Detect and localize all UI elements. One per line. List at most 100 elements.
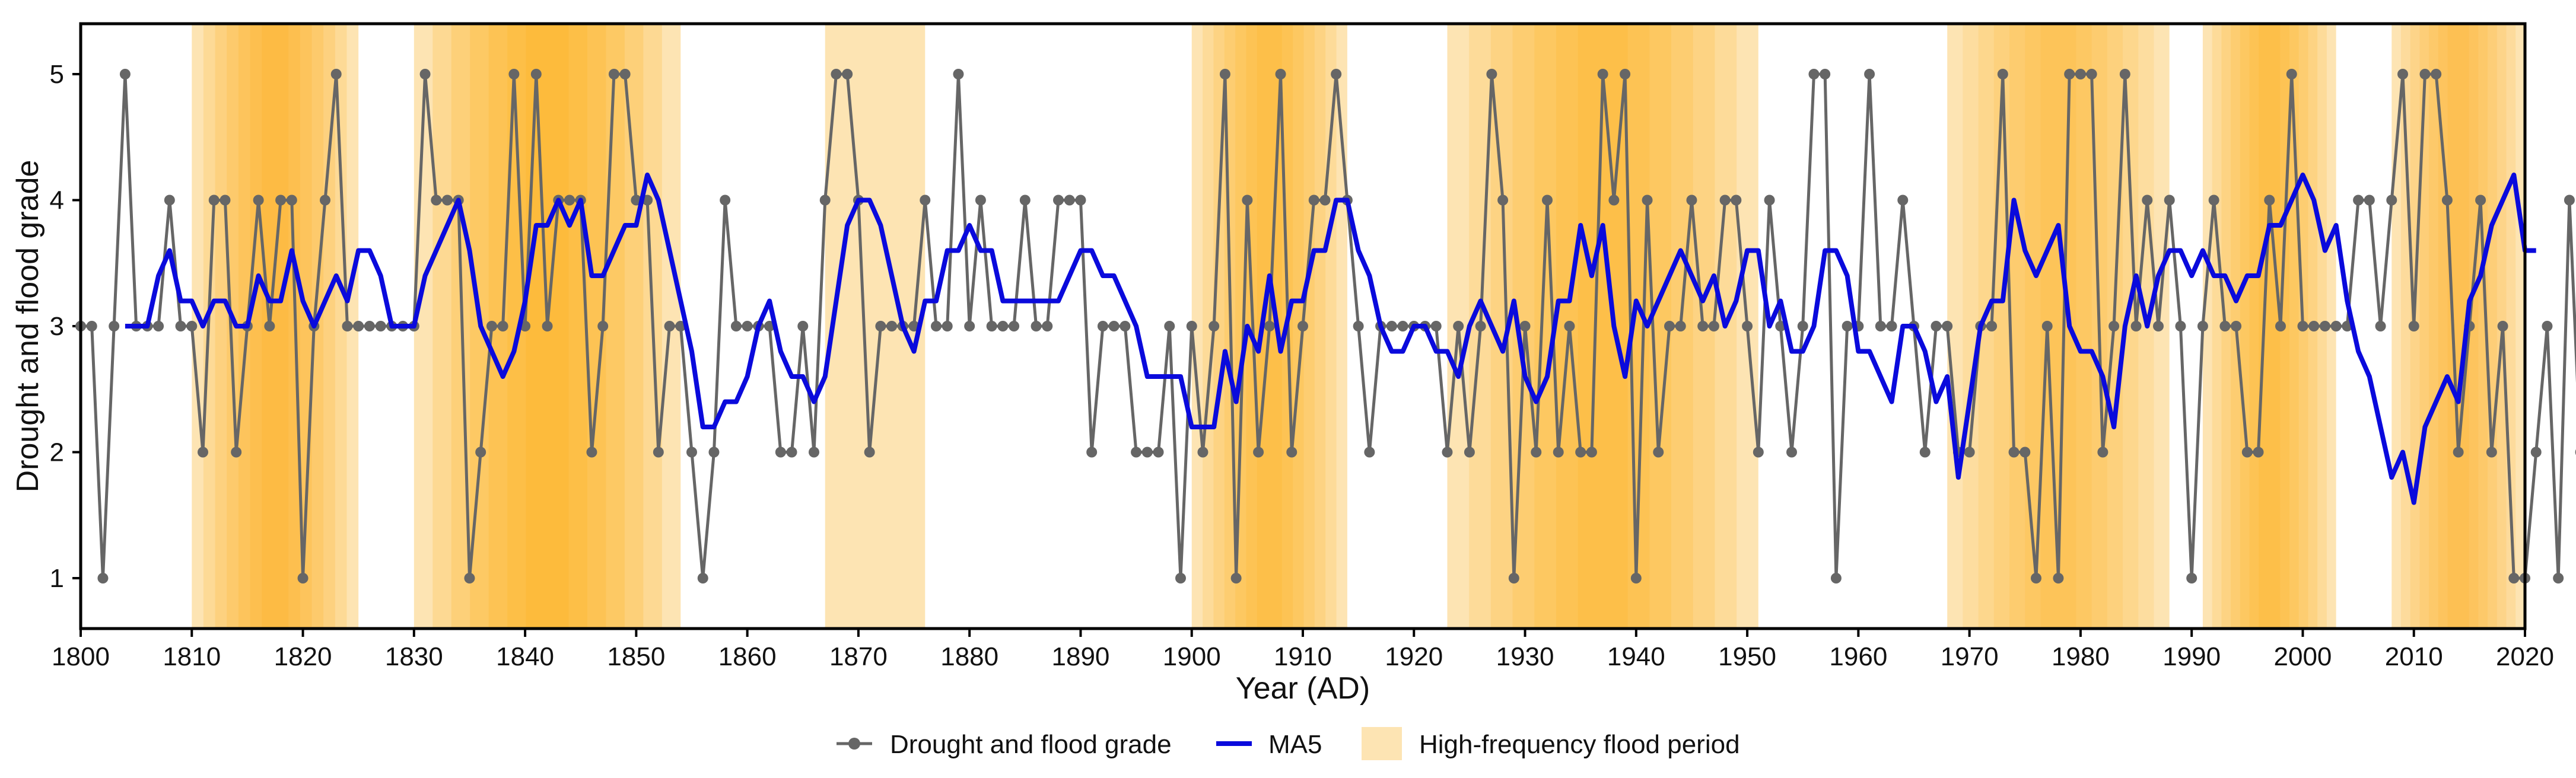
grade-point-2017 — [2486, 447, 2497, 458]
grade-point-1867 — [819, 194, 831, 206]
grade-point-1909 — [1286, 447, 1297, 458]
grade-point-1877 — [931, 321, 942, 331]
grade-point-2014 — [2453, 447, 2464, 458]
grade-point-1948 — [1719, 194, 1731, 206]
grade-point-1803 — [109, 321, 120, 331]
grade-point-1807 — [153, 321, 164, 331]
x-tick-label-1960: 1960 — [1829, 642, 1887, 671]
grade-point-1822 — [320, 194, 330, 206]
grade-point-1846 — [586, 447, 597, 458]
grade-point-1837 — [486, 321, 497, 331]
grade-point-1979 — [2064, 69, 2075, 79]
grade-point-1838 — [497, 321, 508, 331]
grade-point-1943 — [1664, 321, 1675, 331]
grade-point-1868 — [831, 69, 842, 79]
grade-point-1982 — [2097, 447, 2108, 458]
legend-grade-label: Drought and flood grade — [890, 730, 1172, 759]
x-tick-label-2020: 2020 — [2496, 642, 2554, 671]
grade-point-2012 — [2431, 69, 2442, 79]
grade-point-1902 — [1209, 321, 1220, 331]
grade-point-1916 — [1364, 447, 1375, 458]
legend-grade-marker — [848, 738, 860, 750]
grade-point-1911 — [1308, 194, 1319, 206]
x-tick-label-1840: 1840 — [496, 642, 554, 671]
grade-point-1891 — [1086, 447, 1098, 458]
grade-point-1931 — [1531, 447, 1542, 458]
grade-point-1942 — [1653, 447, 1664, 458]
grade-point-1833 — [442, 194, 453, 206]
grade-point-1887 — [1042, 321, 1053, 331]
grade-point-1900 — [1186, 321, 1197, 331]
grade-point-1934 — [1564, 321, 1575, 331]
grade-point-1955 — [1797, 321, 1808, 331]
grade-point-1928 — [1497, 194, 1509, 206]
grade-point-1951 — [1753, 447, 1764, 458]
grade-point-1954 — [1786, 447, 1797, 458]
x-tick-label-1820: 1820 — [274, 642, 332, 671]
grade-point-1823 — [330, 69, 342, 79]
x-axis-title: Year (AD) — [1236, 671, 1370, 706]
grade-point-1944 — [1675, 321, 1686, 331]
grade-point-2023 — [2553, 573, 2564, 584]
grade-point-1908 — [1275, 69, 1286, 79]
x-tick-label-1990: 1990 — [2162, 642, 2221, 671]
y-tick-label-1: 1 — [50, 564, 64, 593]
grade-point-2000 — [2297, 321, 2308, 331]
ma5-line — [125, 173, 2536, 505]
flood-band-7-layer-1 — [2401, 24, 2516, 629]
grade-point-1857 — [708, 447, 720, 458]
grade-point-1952 — [1764, 194, 1775, 206]
grade-point-1898 — [1164, 321, 1175, 331]
grade-point-1910 — [1297, 321, 1308, 331]
grade-point-1836 — [475, 447, 486, 458]
grade-point-1894 — [1120, 321, 1131, 331]
grade-point-1903 — [1219, 69, 1230, 79]
grade-point-1915 — [1353, 321, 1364, 331]
grade-point-1880 — [964, 321, 975, 331]
x-tick-label-1890: 1890 — [1052, 642, 1110, 671]
grade-point-1932 — [1542, 194, 1553, 206]
grade-point-1897 — [1153, 447, 1164, 458]
grade-point-1884 — [1009, 321, 1020, 331]
legend-flood-patch — [1362, 727, 1402, 760]
grade-point-1835 — [464, 573, 475, 584]
grade-point-1976 — [2031, 573, 2041, 584]
grade-point-1905 — [1242, 194, 1253, 206]
grade-point-1825 — [353, 321, 364, 331]
grade-point-1984 — [2119, 69, 2130, 79]
grade-point-1913 — [1331, 69, 1342, 79]
grade-point-1831 — [419, 69, 431, 79]
grade-point-1966 — [1919, 447, 1931, 458]
grade-point-1896 — [1141, 447, 1153, 458]
grade-series — [75, 69, 2576, 584]
grade-point-1973 — [1997, 69, 2008, 79]
grade-point-1878 — [942, 321, 953, 331]
grade-point-1890 — [1075, 194, 1086, 206]
grade-point-1827 — [375, 321, 386, 331]
grade-point-1855 — [686, 447, 697, 458]
grade-point-1936 — [1586, 447, 1597, 458]
grade-point-1801 — [86, 321, 97, 331]
grade-point-1987 — [2153, 321, 2164, 331]
flood-band-7-layer-4 — [2429, 24, 2488, 629]
grade-point-1985 — [2130, 321, 2142, 331]
grade-point-1963 — [1886, 321, 1897, 331]
y-tick-label-2: 2 — [50, 438, 64, 467]
grade-point-1930 — [1519, 321, 1531, 331]
grade-point-1990 — [2186, 573, 2197, 584]
grade-point-1811 — [198, 447, 208, 458]
grade-point-1871 — [864, 447, 875, 458]
grade-point-1989 — [2175, 321, 2186, 331]
grade-point-1885 — [1019, 194, 1031, 206]
grade-point-2021 — [2530, 447, 2542, 458]
grade-point-1918 — [1386, 321, 1397, 331]
grade-point-1901 — [1197, 447, 1209, 458]
grade-point-1842 — [542, 321, 553, 331]
grade-point-1886 — [1031, 321, 1042, 331]
grade-point-1998 — [2275, 321, 2286, 331]
x-tick-label-1910: 1910 — [1274, 642, 1332, 671]
grade-point-1832 — [431, 194, 442, 206]
legend-ma5-label: MA5 — [1268, 730, 1322, 759]
grade-point-1967 — [1931, 321, 1942, 331]
grade-point-1824 — [342, 321, 353, 331]
